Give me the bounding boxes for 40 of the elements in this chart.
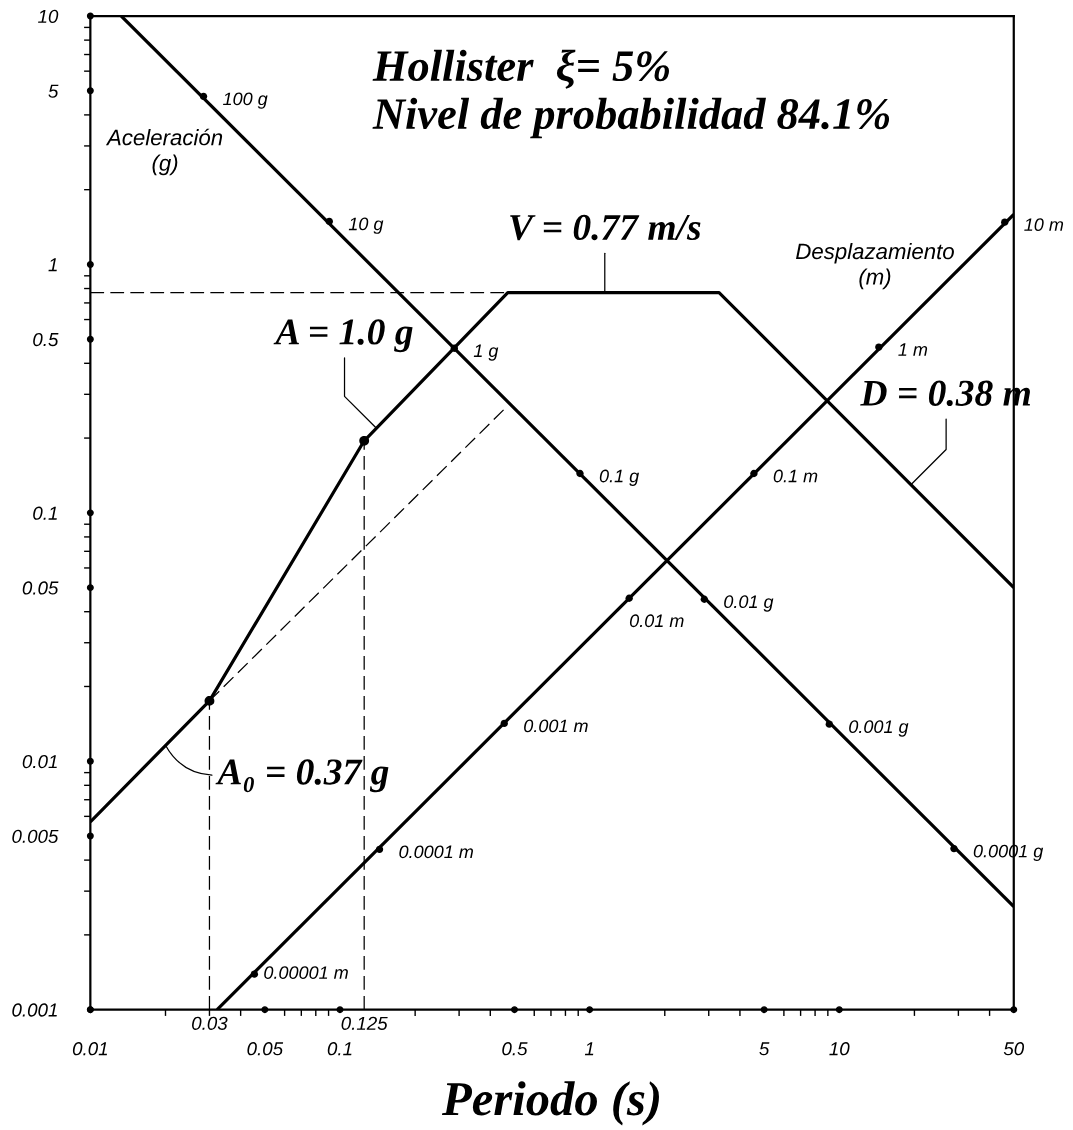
- x-tick-label: 5: [759, 1042, 770, 1056]
- text: Hollister ξ= 5%: [372, 49, 670, 89]
- x-tick-label: 0.5: [502, 1042, 528, 1056]
- annotation: Desplazamiento (m): [796, 242, 954, 290]
- x-tick-label: 0.01: [72, 1042, 108, 1056]
- text: Nivel de probabilidad 84.1%: [372, 97, 890, 139]
- annotation: 1 m: [898, 343, 928, 356]
- annotation: 0.0001 m: [399, 845, 473, 859]
- x-tick-label: 1: [584, 1042, 594, 1056]
- annotation: V = 0.77 m/s: [510, 214, 701, 241]
- annotation: 0.1 g: [599, 469, 640, 486]
- annotation: Aceleración (g): [105, 128, 223, 176]
- x-tick-label: 10: [829, 1042, 850, 1056]
- annotation: A₀ = 0.37 g: [215, 759, 389, 793]
- annotation: 0.1 m: [773, 469, 818, 483]
- annotation: 100 g: [223, 92, 268, 109]
- y-tick-label: 0.01: [22, 754, 57, 769]
- x-tick-label: 0.05: [247, 1042, 284, 1056]
- y-tick-label: 0.001: [12, 1003, 57, 1017]
- annotation: 0.00001 m: [264, 966, 348, 979]
- y-tick-label: 0.005: [12, 829, 59, 844]
- y-tick-label: 10: [38, 9, 59, 24]
- annotation: 0.01 g: [724, 595, 774, 612]
- y-tick-label: 5: [48, 84, 59, 98]
- annotation: 10 m: [1024, 218, 1064, 232]
- y-tick-label: 0.05: [22, 581, 59, 595]
- annotation: 1 g: [473, 344, 499, 361]
- annotation: 0.001 m: [524, 719, 588, 733]
- x-tick-label: 50: [1003, 1042, 1025, 1056]
- annotation: A = 1.0 g: [273, 319, 413, 353]
- annotation: 0.001 g: [849, 720, 909, 737]
- y-tick-label: 0.5: [33, 332, 59, 347]
- y-tick-label: 0.1: [33, 506, 57, 520]
- annotation: 0.125: [341, 1016, 388, 1030]
- annotation: 10 g: [348, 217, 384, 234]
- annotation: 0.01 m: [629, 614, 684, 628]
- x-tick-label: 0.1: [327, 1042, 352, 1056]
- annotation: 0.03: [192, 1016, 228, 1030]
- x-axis-title: Periodo (s): [442, 1081, 659, 1126]
- y-tick-label: 1: [48, 258, 57, 272]
